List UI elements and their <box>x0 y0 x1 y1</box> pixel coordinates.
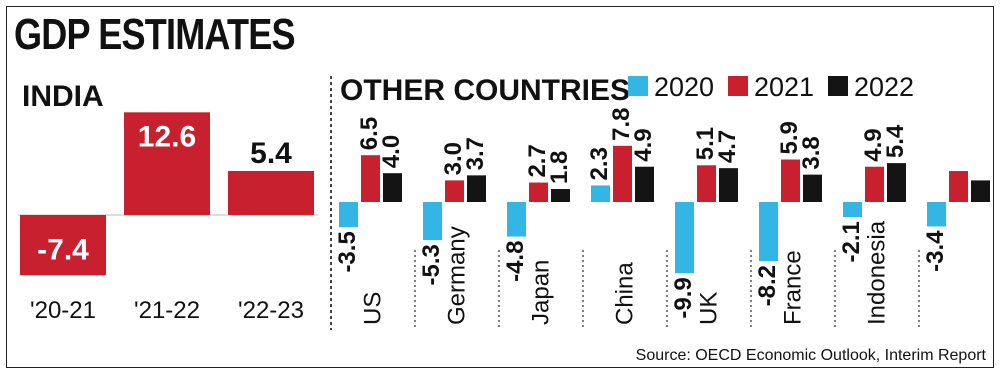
value-label: -3.5 <box>334 231 361 272</box>
bar-2022 <box>719 168 738 202</box>
value-label: -8.2 <box>754 265 781 306</box>
value-label: 3.8 <box>798 136 825 169</box>
india-bar <box>228 170 314 215</box>
country-label: UK <box>695 292 722 325</box>
value-label: -4.8 <box>502 241 529 282</box>
value-label: -3.4 <box>922 230 949 272</box>
bar-2022 <box>971 180 990 202</box>
country-label: Germany <box>443 226 470 325</box>
chart-legend: 2020 2021 2022 <box>628 72 914 102</box>
country-label: Japan <box>527 260 554 325</box>
country-label: US <box>359 292 386 325</box>
legend-label-2020: 2020 <box>654 72 714 102</box>
value-label: 4.9 <box>860 128 887 161</box>
bar-2020 <box>759 202 778 262</box>
bar-2020 <box>507 202 526 237</box>
value-label: 3.0 <box>440 142 467 175</box>
value-label: 5.1 <box>692 127 719 160</box>
legend-swatch-2021 <box>728 76 748 96</box>
india-category-label: '21-22 <box>134 297 200 324</box>
bar-2021 <box>613 145 632 202</box>
bar-2021 <box>445 180 464 202</box>
country-label: Indonesia <box>863 220 890 325</box>
value-label: 5.9 <box>776 121 803 154</box>
bar-2021 <box>697 165 716 202</box>
other-countries-bars: -3.5 6.54.0 US -5.3 3.03.7 Germany -4.8 2.71.8 J… <box>334 107 990 330</box>
india-category-label: '20-21 <box>30 297 96 324</box>
value-label: -9.9 <box>670 277 697 318</box>
india-value-label: -7.4 <box>37 233 89 266</box>
value-label: -2.1 <box>838 221 865 262</box>
bar-2022 <box>635 166 654 202</box>
value-label: 5.4 <box>882 124 909 158</box>
bar-2020 <box>927 202 946 227</box>
bar-2022 <box>383 173 402 202</box>
bar-2021 <box>865 166 884 202</box>
bar-2020 <box>423 202 442 241</box>
india-category-label: '22-23 <box>238 297 304 324</box>
india-value-label: 5.4 <box>250 137 292 170</box>
country-label: France <box>779 250 806 325</box>
bar-2022 <box>803 174 822 202</box>
legend-swatch-2022 <box>828 76 848 96</box>
chart-title: GDP ESTIMATES <box>14 10 296 59</box>
bar-2021 <box>949 171 968 202</box>
bar-2020 <box>675 202 694 274</box>
value-label: 4.0 <box>378 135 405 168</box>
bar-2022 <box>887 163 906 202</box>
value-label: 4.7 <box>714 130 741 163</box>
source-note: Source: OECD Economic Outlook, Interim R… <box>636 347 987 364</box>
value-label: 1.8 <box>546 151 573 184</box>
india-panel-title: INDIA <box>22 80 104 113</box>
india-bar <box>20 215 106 276</box>
bar-2021 <box>361 155 380 202</box>
bar-2021 <box>781 159 800 202</box>
value-label: 7.8 <box>608 107 635 140</box>
legend-label-2022: 2022 <box>854 72 914 102</box>
bar-2020 <box>843 202 862 218</box>
bar-2020 <box>339 202 358 228</box>
india-value-label: 12.6 <box>138 120 196 153</box>
other-countries-panel-title: OTHER COUNTRIES <box>340 74 630 107</box>
india-bar <box>124 112 210 215</box>
bar-2022 <box>467 175 486 202</box>
value-label: 3.7 <box>462 137 489 170</box>
value-label: 4.9 <box>630 128 657 161</box>
value-label: -5.3 <box>418 244 445 285</box>
value-label: 2.7 <box>524 144 551 177</box>
bar-2022 <box>551 189 570 202</box>
bar-2021 <box>529 182 548 202</box>
india-bars: -7.4 '20-21 12.6 '21-22 5.4 '22-23 <box>18 112 318 324</box>
value-label: 6.5 <box>356 117 383 150</box>
country-label: China <box>611 262 638 325</box>
bar-2020 <box>591 185 610 202</box>
legend-label-2021: 2021 <box>754 72 814 102</box>
legend-swatch-2020 <box>628 76 648 96</box>
value-label: 2.3 <box>586 147 613 180</box>
